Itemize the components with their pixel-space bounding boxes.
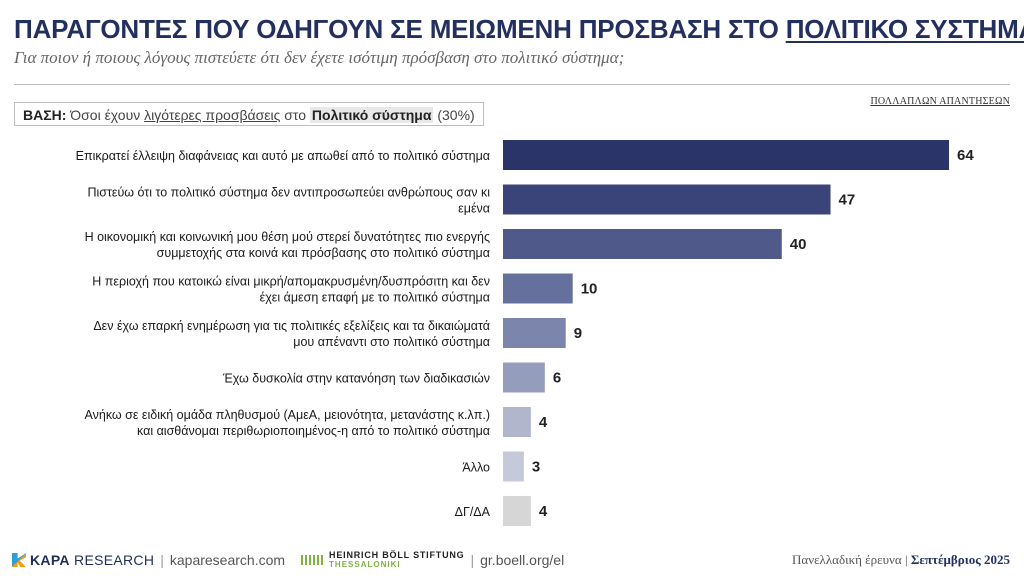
bar bbox=[503, 362, 545, 393]
base-box: ΒΑΣΗ: Όσοι έχουν λιγότερες προσβάσεις στ… bbox=[14, 102, 484, 126]
bar-value-label: 64 bbox=[957, 147, 974, 164]
bar bbox=[503, 407, 531, 437]
category-label: μου απέναντι στο πολιτικό σύστημα bbox=[293, 335, 490, 349]
category-label: και αισθάνομαι περιθωριοποιημένος-η από … bbox=[137, 424, 490, 438]
category-label: Δεν έχω επαρκή ενημέρωση για τις πολιτικ… bbox=[93, 319, 490, 333]
base-text-1: Όσοι έχουν bbox=[66, 107, 145, 123]
survey-label: Πανελλαδική έρευνα bbox=[792, 552, 902, 567]
category-label: εμένα bbox=[458, 202, 490, 216]
bar bbox=[503, 229, 782, 259]
page-title-underlined: ΠΟΛΙΤΙΚΟ ΣΥΣΤΗΜΑ bbox=[785, 14, 1024, 44]
footer: KAPA RESEARCH | kaparesearch.com HEINRIC… bbox=[0, 542, 1024, 576]
bar-value-label: 10 bbox=[581, 281, 598, 298]
kapa-logo-icon bbox=[12, 553, 26, 567]
base-label: ΒΑΣΗ: bbox=[23, 107, 67, 123]
base-text-underlined: λιγότερες προσβάσεις bbox=[144, 107, 281, 123]
category-label: Έχω δυσκολία στην κατανόηση των διαδικασ… bbox=[222, 372, 490, 386]
bar bbox=[503, 140, 949, 170]
base-text-3: (30%) bbox=[433, 107, 475, 123]
bar bbox=[503, 184, 831, 215]
bar bbox=[503, 273, 573, 304]
category-label: ΔΓ/ΔΑ bbox=[455, 505, 491, 519]
bar bbox=[503, 496, 531, 526]
bar-value-label: 40 bbox=[790, 236, 807, 253]
footer-logos: KAPA RESEARCH | kaparesearch.com HEINRIC… bbox=[12, 550, 564, 570]
kapa-logo-text: KAPA RESEARCH bbox=[30, 552, 155, 568]
bar-value-label: 3 bbox=[532, 459, 540, 476]
base-text-2: στο bbox=[280, 107, 310, 123]
bar-value-label: 6 bbox=[553, 370, 561, 387]
category-label: Η οικονομική και κοινωνική μου θέση μού … bbox=[85, 230, 490, 244]
bar-value-label: 4 bbox=[539, 503, 548, 520]
category-label: έχει άμεση επαφή με το πολιτικό σύστημα bbox=[260, 291, 490, 305]
category-label: Ανήκω σε ειδική ομάδα πληθυσμού (ΑμεΑ, μ… bbox=[85, 408, 490, 422]
header-divider bbox=[14, 84, 1010, 85]
survey-date: Σεπτέμβριος 2025 bbox=[910, 552, 1010, 567]
category-label: Άλλο bbox=[462, 461, 490, 475]
boell-logo-icon bbox=[301, 555, 324, 565]
category-label: Η περιοχή που κατοικώ είναι μικρή/απομακ… bbox=[92, 275, 490, 289]
category-label: Πιστεύω ότι το πολιτικό σύστημα δεν αντι… bbox=[87, 186, 490, 200]
boell-url[interactable]: gr.boell.org/el bbox=[480, 552, 565, 568]
bar bbox=[503, 451, 524, 482]
category-label: Επικρατεί έλλειψη διαφάνειας και αυτό με… bbox=[76, 149, 490, 163]
footer-survey-info: Πανελλαδική έρευνα | Σεπτέμβριος 2025 bbox=[792, 552, 1010, 567]
multiple-answers-note: ΠΟΛΛΑΠΛΩΝ ΑΠΑΝΤΗΣΕΩΝ bbox=[870, 96, 1010, 107]
bar-value-label: 47 bbox=[839, 192, 856, 209]
kapa-url[interactable]: kaparesearch.com bbox=[169, 552, 286, 568]
boell-logo-text: HEINRICH BÖLL STIFTUNG THESSALONIKI bbox=[329, 550, 465, 569]
page-title-main: ΠΑΡΑΓΟΝΤΕΣ ΠΟΥ ΟΔΗΓΟΥΝ ΣΕ ΜΕΙΩΜΕΝΗ ΠΡΟΣΒ… bbox=[14, 14, 786, 44]
bar-value-label: 4 bbox=[539, 414, 548, 431]
bar bbox=[503, 318, 566, 348]
category-label: συμμετοχής στα κοινά και πρόσβασης στο π… bbox=[157, 246, 490, 260]
base-text-highlight: Πολιτικό σύστημα bbox=[309, 107, 434, 123]
page-title: ΠΑΡΑΓΟΝΤΕΣ ΠΟΥ ΟΔΗΓΟΥΝ ΣΕ ΜΕΙΩΜΕΝΗ ΠΡΟΣΒ… bbox=[14, 14, 1024, 45]
page-subtitle: Για ποιον ή ποιους λόγους πιστεύετε ότι … bbox=[14, 48, 625, 67]
bar-value-label: 9 bbox=[574, 325, 582, 342]
